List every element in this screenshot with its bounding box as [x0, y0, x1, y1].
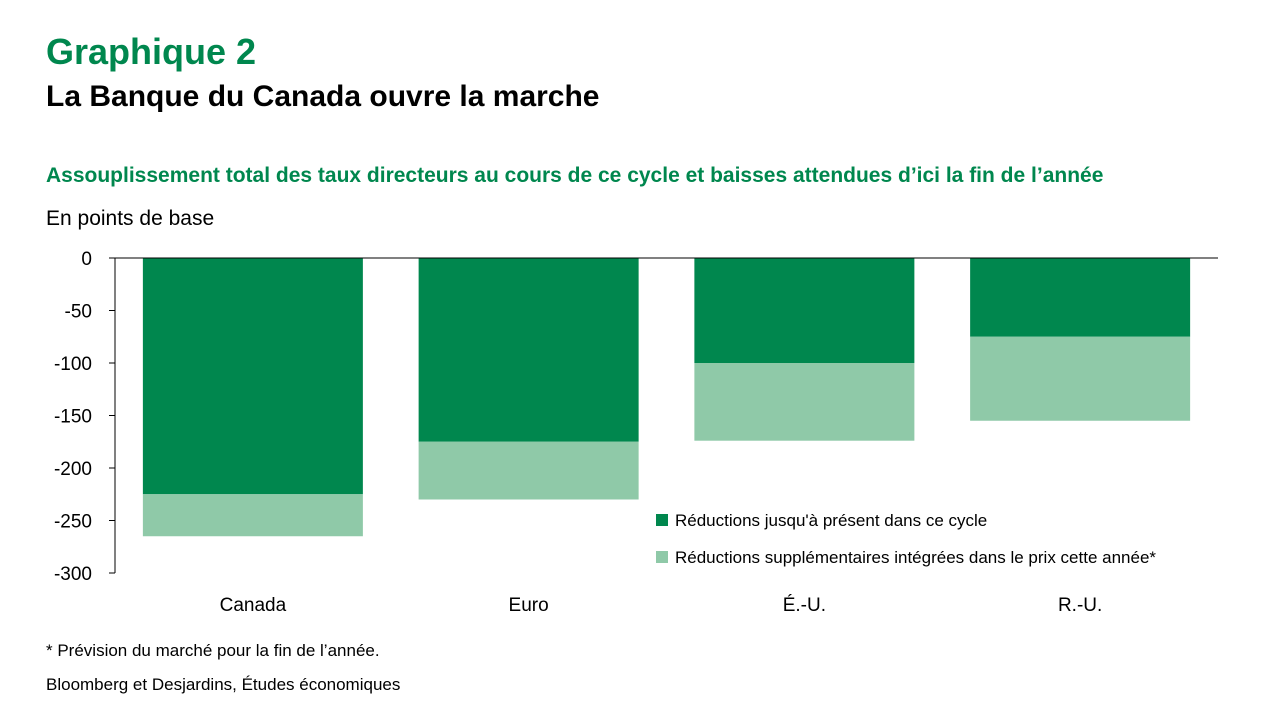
bar-expected-0 — [142, 494, 363, 537]
legend-swatch-1 — [656, 551, 668, 563]
bar-realized-1 — [418, 258, 639, 442]
legend-label-0: Réductions jusqu'à présent dans ce cycle — [675, 511, 987, 530]
legend-swatch-0 — [656, 514, 668, 526]
x-category-label: R.-U. — [1058, 595, 1102, 616]
footnote: * Prévision du marché pour la fin de l’a… — [46, 641, 380, 660]
bar-realized-2 — [694, 258, 915, 363]
bar-realized-3 — [970, 258, 1191, 337]
bar-expected-1 — [418, 441, 639, 500]
y-tick-label: -250 — [54, 512, 92, 533]
bar-expected-2 — [694, 363, 915, 441]
source-note: Bloomberg et Desjardins, Études économiq… — [46, 675, 401, 694]
chart-heading: Graphique 2 La Banque du Canada ouvre la… — [46, 30, 600, 116]
y-tick-label: -200 — [54, 459, 92, 480]
x-category-label: Canada — [220, 595, 287, 616]
x-category-label: É.-U. — [783, 595, 826, 616]
legend-label-1: Réductions supplémentaires intégrées dan… — [675, 548, 1156, 567]
chart-subtitle: Assouplissement total des taux directeur… — [46, 164, 1104, 187]
x-category-label: Euro — [509, 595, 549, 616]
y-tick-label: -300 — [54, 564, 92, 585]
chart-number: Graphique 2 — [46, 31, 257, 72]
bar-realized-0 — [142, 258, 363, 495]
chart-title: La Banque du Canada ouvre la marche — [46, 80, 600, 113]
y-tick-label: -50 — [65, 302, 92, 323]
y-tick-label: -100 — [54, 354, 92, 375]
y-tick-label: -150 — [54, 407, 92, 428]
bar-expected-3 — [970, 336, 1191, 421]
y-tick-label: 0 — [81, 249, 92, 270]
y-axis-unit-label: En points de base — [46, 207, 215, 230]
